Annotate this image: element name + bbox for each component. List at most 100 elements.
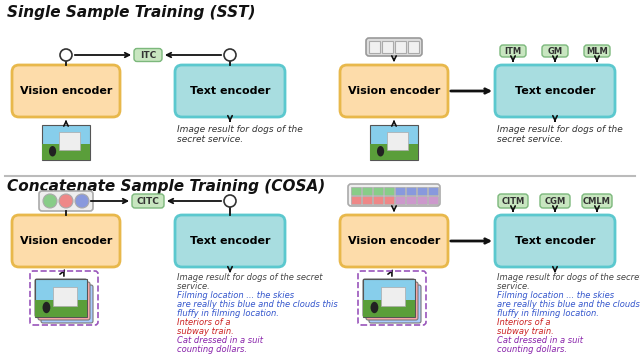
Text: ITM: ITM: [504, 46, 522, 55]
Text: subway train.: subway train.: [497, 327, 556, 336]
FancyBboxPatch shape: [340, 215, 448, 267]
Bar: [381, 287, 404, 306]
FancyBboxPatch shape: [175, 65, 285, 117]
FancyBboxPatch shape: [38, 282, 90, 320]
FancyBboxPatch shape: [366, 282, 418, 320]
Text: are really this blue and the clouds this: are really this blue and the clouds this: [497, 300, 640, 309]
Circle shape: [59, 194, 73, 208]
Text: Cat dressed in a suit: Cat dressed in a suit: [177, 336, 263, 345]
Text: Vision encoder: Vision encoder: [20, 86, 112, 96]
Bar: [42, 125, 90, 160]
Text: Vision encoder: Vision encoder: [20, 236, 112, 246]
Text: Vision encoder: Vision encoder: [348, 86, 440, 96]
Bar: [362, 186, 371, 195]
FancyBboxPatch shape: [12, 65, 120, 117]
Bar: [387, 132, 408, 150]
Text: MLM: MLM: [586, 46, 608, 55]
Text: CITM: CITM: [501, 196, 525, 206]
Text: Filming location ... the skies: Filming location ... the skies: [177, 291, 294, 300]
Bar: [363, 279, 415, 317]
Circle shape: [75, 194, 89, 208]
Text: Image result for dogs of the secret: Image result for dogs of the secret: [177, 273, 323, 282]
FancyBboxPatch shape: [582, 194, 612, 208]
Text: Text encoder: Text encoder: [515, 236, 595, 246]
Bar: [406, 186, 415, 195]
Text: Image result for dogs of the secret: Image result for dogs of the secret: [497, 273, 640, 282]
Bar: [42, 144, 90, 160]
Bar: [372, 196, 383, 203]
Circle shape: [60, 49, 72, 61]
Bar: [408, 41, 419, 53]
Bar: [351, 196, 360, 203]
Text: subway train.: subway train.: [177, 327, 236, 336]
Bar: [428, 196, 438, 203]
Bar: [363, 300, 415, 317]
FancyBboxPatch shape: [495, 65, 615, 117]
Text: Filming location ... the skies: Filming location ... the skies: [497, 291, 614, 300]
FancyBboxPatch shape: [39, 191, 93, 211]
FancyBboxPatch shape: [363, 279, 415, 317]
Text: service.: service.: [177, 282, 212, 291]
Text: secret service.: secret service.: [177, 135, 243, 144]
Text: Image result for dogs of the: Image result for dogs of the: [497, 125, 623, 134]
FancyBboxPatch shape: [540, 194, 570, 208]
FancyBboxPatch shape: [542, 45, 568, 57]
Bar: [417, 196, 426, 203]
Text: Text encoder: Text encoder: [189, 236, 270, 246]
FancyBboxPatch shape: [41, 285, 93, 323]
Bar: [394, 186, 404, 195]
Text: ITC: ITC: [140, 50, 156, 60]
Bar: [394, 196, 404, 203]
Ellipse shape: [371, 302, 378, 313]
Ellipse shape: [42, 302, 51, 313]
Text: Text encoder: Text encoder: [515, 86, 595, 96]
Text: Vision encoder: Vision encoder: [348, 236, 440, 246]
Bar: [428, 186, 438, 195]
Bar: [406, 196, 415, 203]
Ellipse shape: [377, 146, 384, 156]
FancyBboxPatch shape: [366, 38, 422, 56]
Circle shape: [224, 195, 236, 207]
FancyBboxPatch shape: [132, 194, 164, 208]
Text: service.: service.: [497, 282, 532, 291]
Text: fluffy in filming location.: fluffy in filming location.: [177, 309, 282, 318]
FancyBboxPatch shape: [498, 194, 528, 208]
Text: CGM: CGM: [545, 196, 566, 206]
FancyBboxPatch shape: [500, 45, 526, 57]
FancyBboxPatch shape: [12, 215, 120, 267]
Ellipse shape: [49, 146, 56, 156]
Text: Interiors of a: Interiors of a: [177, 318, 230, 327]
FancyBboxPatch shape: [584, 45, 610, 57]
Text: Cat dressed in a suit: Cat dressed in a suit: [497, 336, 583, 345]
Text: secret service.: secret service.: [497, 135, 563, 144]
Text: counting dollars.: counting dollars.: [177, 345, 247, 354]
Bar: [372, 186, 383, 195]
Bar: [370, 125, 418, 160]
Bar: [35, 300, 87, 317]
Text: Single Sample Training (SST): Single Sample Training (SST): [7, 5, 255, 20]
Text: Image result for dogs of the: Image result for dogs of the: [177, 125, 303, 134]
Text: CITC: CITC: [136, 196, 159, 206]
Text: counting dollars.: counting dollars.: [497, 345, 567, 354]
Text: Concatenate Sample Training (COSA): Concatenate Sample Training (COSA): [7, 179, 325, 194]
Bar: [35, 279, 87, 317]
Bar: [395, 41, 406, 53]
Text: Text encoder: Text encoder: [189, 86, 270, 96]
FancyBboxPatch shape: [134, 49, 162, 61]
FancyBboxPatch shape: [35, 279, 87, 317]
Bar: [417, 186, 426, 195]
Text: CMLM: CMLM: [583, 196, 611, 206]
FancyBboxPatch shape: [340, 65, 448, 117]
FancyBboxPatch shape: [348, 184, 440, 206]
Bar: [351, 186, 360, 195]
Bar: [59, 132, 81, 150]
Circle shape: [224, 49, 236, 61]
Bar: [383, 186, 394, 195]
Bar: [382, 41, 393, 53]
Text: fluffy in filming location.: fluffy in filming location.: [497, 309, 602, 318]
FancyBboxPatch shape: [175, 215, 285, 267]
Bar: [383, 196, 394, 203]
Bar: [53, 287, 77, 306]
Bar: [369, 41, 380, 53]
Circle shape: [43, 194, 57, 208]
